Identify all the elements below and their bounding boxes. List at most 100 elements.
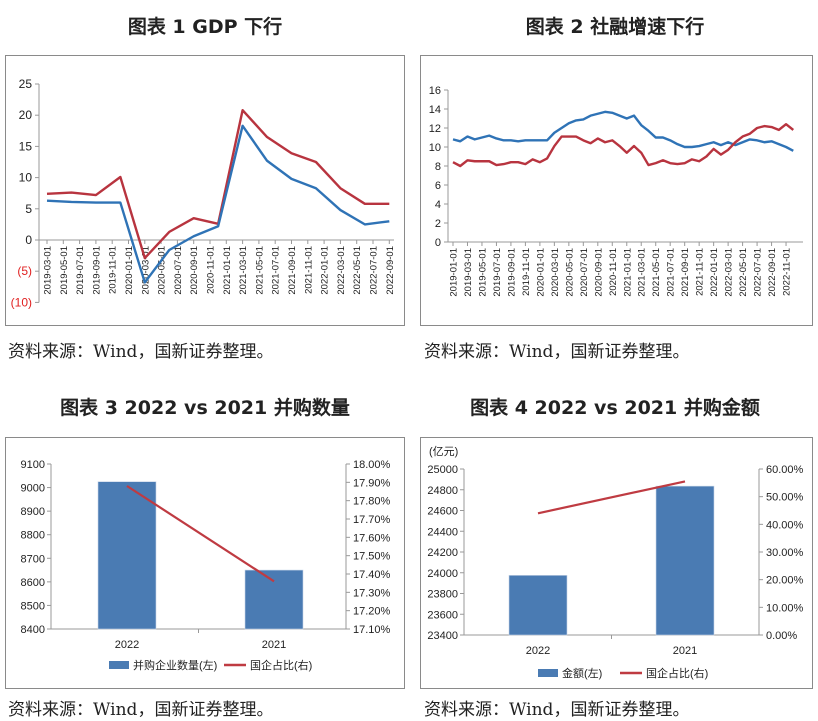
category-label: 2022	[526, 645, 550, 657]
x-tick-label: 2022-11-01	[782, 248, 793, 296]
chart-1-source: 资料来源：Wind，国新证券整理。	[8, 342, 274, 362]
right-y-tick-label: 17.20%	[353, 606, 391, 618]
x-tick-label: 2020-01-01	[535, 248, 546, 297]
left-y-tick-label: 8400	[21, 624, 45, 636]
legend-bar-swatch	[538, 669, 558, 677]
left-y-tick-label: 23400	[427, 630, 458, 642]
bar-2021	[655, 485, 715, 636]
right-y-tick-label: 17.60%	[353, 532, 391, 544]
category-label: 2021	[673, 645, 697, 657]
chart-4-source: 资料来源：Wind，国新证券整理。	[424, 700, 690, 720]
right-y-tick-label: 17.10%	[353, 624, 391, 636]
x-tick-label: 2022-03-01	[724, 248, 735, 297]
x-tick-label: 2019-05-01	[477, 248, 488, 297]
x-tick-label: 2022-09-01	[767, 248, 778, 297]
bar-2022	[97, 481, 157, 630]
y-tick-label: 25	[19, 77, 33, 91]
legend-bar-label: 金额(左)	[562, 666, 602, 680]
x-tick-label: 2022-01-01	[320, 246, 331, 295]
right-y-tick-label: 17.80%	[353, 496, 391, 508]
x-tick-label: 2022-03-01	[336, 246, 347, 295]
x-tick-label: 2020-03-01	[140, 246, 151, 295]
y-tick-label: 0	[435, 237, 441, 249]
x-tick-label: 2020-11-01	[608, 248, 619, 296]
x-tick-label: 2021-07-01	[666, 248, 677, 297]
x-tick-label: 2019-07-01	[492, 248, 503, 297]
right-y-tick-label: 17.50%	[353, 551, 391, 563]
share-line	[537, 480, 686, 515]
y-tick-label: 6	[435, 180, 441, 192]
chart-4-title: 图表 4 2022 vs 2021 并购金额	[470, 397, 760, 419]
y-tick-label: (5)	[17, 264, 32, 278]
chart-2-title: 图表 2 社融增速下行	[525, 16, 705, 38]
chart-1-frame: 25 20 15 10 5 0 (5) (10) 2019-03-01 2019-05-01 201…	[5, 55, 405, 326]
y-tick-label: 16	[429, 85, 441, 97]
x-tick-label: 2019-11-01	[108, 246, 119, 294]
x-tick-label: 2022-05-01	[352, 246, 363, 295]
x-tick-label: 2022-07-01	[369, 246, 380, 295]
category-label: 2022	[115, 639, 139, 651]
right-y-tick-label: 10.00%	[766, 602, 804, 614]
x-tick-label: 2019-03-01	[463, 248, 474, 297]
left-y-tick-label: 24800	[427, 485, 458, 497]
social-financing-line-chart: 16 14 12 10 8 6 4 2 0 2019-01-01 2019-03-01 2019-05…	[429, 85, 803, 297]
x-tick-label: 2020-09-01	[593, 248, 604, 297]
legend-bar-swatch	[109, 661, 129, 669]
x-tick-label: 2020-09-01	[189, 246, 200, 295]
right-y-tick-label: 0.00%	[766, 630, 797, 642]
right-y-tick-label: 20.00%	[766, 575, 804, 587]
chart-3-source: 资料来源：Wind，国新证券整理。	[8, 700, 274, 720]
left-y-tick-label: 9000	[21, 483, 45, 495]
chart-3-title: 图表 3 2022 vs 2021 并购数量	[60, 397, 350, 419]
x-tick-label: 2021-11-01	[303, 246, 314, 294]
right-y-tick-label: 60.00%	[766, 464, 804, 476]
y-tick-label: 2	[435, 218, 441, 230]
y-tick-label: 4	[435, 199, 441, 211]
legend-bar-label: 并购企业数量(左)	[133, 658, 217, 672]
share-line	[126, 485, 275, 583]
chart-2-source: 资料来源：Wind，国新证券整理。	[424, 342, 690, 362]
x-tick-label: 2021-05-01	[254, 246, 265, 295]
x-tick-label: 2020-07-01	[173, 246, 184, 295]
x-tick-label: 2019-05-01	[59, 246, 70, 295]
y-tick-label: 15	[19, 139, 33, 153]
x-tick-label: 2021-11-01	[695, 248, 706, 296]
x-tick-label: 2019-03-01	[43, 246, 54, 295]
y-tick-label: 20	[19, 108, 33, 122]
left-y-tick-label: 24000	[427, 568, 458, 580]
x-tick-label: 2020-01-01	[124, 246, 135, 295]
legend-line-label: 国企占比(右)	[250, 658, 312, 672]
category-label: 2021	[262, 639, 286, 651]
left-y-tick-label: 23800	[427, 589, 458, 601]
right-y-tick-label: 17.70%	[353, 514, 391, 526]
y-tick-label: 14	[429, 104, 441, 116]
x-tick-label: 2020-05-01	[564, 248, 575, 297]
x-tick-label: 2020-11-01	[206, 246, 217, 294]
right-y-tick-label: 30.00%	[766, 547, 804, 559]
x-tick-label: 2021-03-01	[637, 248, 648, 297]
x-tick-label: 2020-03-01	[550, 248, 561, 297]
right-y-tick-label: 17.90%	[353, 477, 391, 489]
x-tick-label: 2019-09-01	[91, 246, 102, 295]
ma-count-combo-chart: 9100 9000 8900 8800 8700 8600 8500 8400 18.00% 17…	[21, 459, 391, 672]
left-y-tick-label: 24600	[427, 506, 458, 518]
x-tick-label: 2019-01-01	[449, 248, 460, 297]
left-y-tick-label: 23600	[427, 609, 458, 621]
y-tick-label: 0	[25, 233, 32, 247]
series-red-line	[46, 109, 390, 260]
x-tick-label: 2021-07-01	[271, 246, 282, 295]
right-y-tick-label: 18.00%	[353, 459, 391, 471]
right-y-tick-label: 40.00%	[766, 519, 804, 531]
x-tick-label: 2019-07-01	[75, 246, 86, 295]
left-y-tick-label: 25000	[427, 464, 458, 476]
left-y-tick-label: 8600	[21, 577, 45, 589]
bar-2022	[508, 575, 568, 636]
x-tick-label: 2021-01-01	[222, 246, 233, 295]
left-y-tick-label: 8700	[21, 553, 45, 565]
gdp-line-chart: 25 20 15 10 5 0 (5) (10) 2019-03-01 2019-05-01 201…	[11, 77, 396, 309]
x-tick-label: 2021-09-01	[287, 246, 298, 295]
left-y-tick-label: 9100	[21, 459, 45, 471]
chart-3-frame: 9100 9000 8900 8800 8700 8600 8500 8400 18.00% 17…	[5, 437, 405, 689]
chart-2-frame: 16 14 12 10 8 6 4 2 0 2019-01-01 2019-03-01 2019-05…	[420, 55, 813, 326]
x-tick-label: 2019-09-01	[506, 248, 517, 297]
